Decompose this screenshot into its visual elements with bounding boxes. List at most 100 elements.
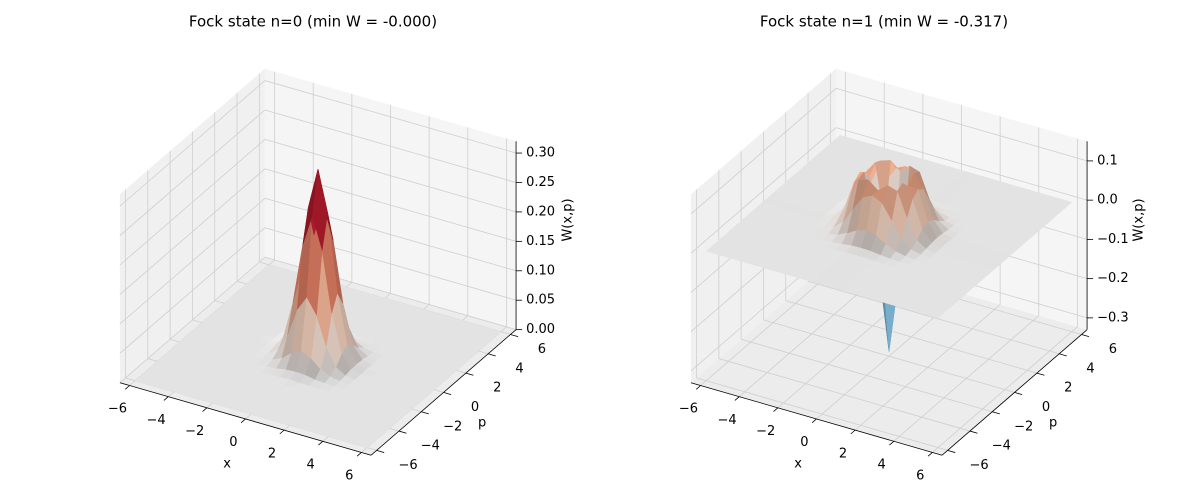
tick-mark bbox=[240, 418, 246, 424]
y-tick-label: −6 bbox=[398, 458, 417, 473]
grid-line bbox=[119, 80, 266, 207]
grid-line bbox=[119, 197, 266, 325]
tick-mark bbox=[465, 372, 474, 376]
tick-mark bbox=[1036, 372, 1045, 376]
tick-mark bbox=[773, 407, 779, 412]
x-tick-label: 2 bbox=[268, 446, 276, 461]
x-axis-line bbox=[690, 382, 943, 456]
tick-mark bbox=[850, 429, 856, 435]
y-axis-label: p bbox=[1049, 415, 1057, 430]
z-tick-label: 0.00 bbox=[526, 322, 555, 337]
subplot: Fock state n=0 (min W = -0.000)−6−4−2024… bbox=[108, 13, 576, 484]
grid-line bbox=[119, 227, 266, 354]
tick-mark bbox=[356, 452, 362, 457]
z-tick-label: 0.0 bbox=[1097, 193, 1118, 208]
tick-mark bbox=[969, 430, 978, 434]
tick-mark bbox=[421, 411, 429, 415]
surface-patch bbox=[312, 168, 328, 251]
x-tick-label: −2 bbox=[756, 424, 775, 439]
grid-line bbox=[835, 127, 1088, 201]
grid-line bbox=[690, 127, 837, 254]
x-tick-label: −6 bbox=[108, 402, 127, 417]
tick-mark bbox=[927, 452, 933, 457]
y-tick-label: 6 bbox=[1109, 342, 1117, 357]
z-tick-label: −0.3 bbox=[1097, 310, 1129, 325]
y-tick-label: 4 bbox=[515, 361, 523, 376]
z-tick-label: 0.05 bbox=[526, 293, 555, 308]
tick-mark bbox=[488, 353, 496, 357]
grid-line bbox=[119, 109, 266, 236]
tick-mark bbox=[202, 407, 208, 412]
tick-mark bbox=[1081, 334, 1090, 338]
grid-line bbox=[264, 168, 517, 242]
surface-patch bbox=[881, 185, 898, 221]
grid-line bbox=[696, 377, 948, 451]
subplot: Fock state n=1 (min W = -0.317)−6−4−2024… bbox=[679, 13, 1147, 484]
grid-line bbox=[807, 280, 1060, 355]
y-tick-label: 0 bbox=[471, 400, 479, 415]
chart-title: Fock state n=0 (min W = -0.000) bbox=[189, 13, 437, 31]
y-axis-line bbox=[941, 329, 1088, 456]
tick-mark bbox=[398, 430, 407, 434]
tick-mark bbox=[376, 449, 385, 453]
tick-mark bbox=[889, 440, 895, 446]
y-tick-label: 0 bbox=[1042, 400, 1050, 415]
tick-mark bbox=[734, 396, 740, 401]
x-tick-label: 2 bbox=[839, 446, 847, 461]
x-axis-label: x bbox=[794, 456, 802, 471]
grid-line bbox=[741, 338, 993, 413]
x-tick-label: −4 bbox=[718, 413, 737, 428]
y-tick-label: 4 bbox=[1086, 361, 1094, 376]
x-tick-label: 0 bbox=[229, 435, 237, 450]
y-tick-label: −2 bbox=[1014, 419, 1033, 434]
tick-mark bbox=[163, 396, 169, 401]
z-tick-label: 0.25 bbox=[526, 175, 555, 190]
tick-mark bbox=[443, 392, 452, 395]
tick-mark bbox=[124, 385, 130, 390]
z-tick-label: 0.15 bbox=[526, 234, 555, 249]
x-tick-label: 4 bbox=[878, 457, 886, 472]
grid-line bbox=[119, 139, 266, 266]
grid-line bbox=[763, 319, 1015, 393]
x-tick-label: −6 bbox=[679, 402, 698, 417]
chart-title: Fock state n=1 (min W = -0.317) bbox=[760, 13, 1008, 31]
x-tick-label: 4 bbox=[307, 457, 315, 472]
tick-mark bbox=[695, 385, 701, 390]
y-tick-label: −6 bbox=[969, 458, 988, 473]
grid-line bbox=[690, 88, 837, 215]
x-axis-label: x bbox=[223, 456, 231, 471]
tick-mark bbox=[947, 449, 956, 453]
grid-line bbox=[264, 80, 517, 154]
grid-line bbox=[785, 300, 1037, 374]
y-tick-label: −2 bbox=[443, 419, 462, 434]
grid-line bbox=[264, 139, 517, 213]
y-tick-label: −4 bbox=[992, 439, 1011, 454]
x-tick-label: −4 bbox=[147, 413, 166, 428]
y-tick-label: 2 bbox=[1064, 381, 1072, 396]
tick-mark bbox=[1014, 392, 1023, 395]
y-tick-label: −4 bbox=[421, 439, 440, 454]
z-tick-label: 0.30 bbox=[526, 146, 555, 161]
grid-line bbox=[119, 256, 266, 384]
x-axis-line bbox=[119, 382, 372, 456]
x-tick-label: 6 bbox=[345, 469, 353, 484]
x-tick-label: −2 bbox=[185, 424, 204, 439]
x-tick-label: 6 bbox=[916, 469, 924, 484]
tick-mark bbox=[279, 429, 285, 435]
y-tick-label: 6 bbox=[538, 342, 546, 357]
z-axis-label: W(x,p) bbox=[561, 198, 576, 241]
grid-line bbox=[718, 358, 971, 432]
tick-mark bbox=[811, 418, 817, 424]
grid-line bbox=[264, 109, 517, 183]
tick-mark bbox=[510, 334, 519, 338]
grid-line bbox=[835, 88, 1088, 162]
grid-line bbox=[119, 168, 266, 295]
z-axis-label: W(x,p) bbox=[1132, 198, 1147, 241]
tick-mark bbox=[1059, 353, 1067, 357]
tick-mark bbox=[318, 440, 324, 446]
z-tick-label: −0.1 bbox=[1097, 232, 1129, 247]
tick-mark bbox=[992, 411, 1000, 415]
z-tick-label: −0.2 bbox=[1097, 271, 1129, 286]
